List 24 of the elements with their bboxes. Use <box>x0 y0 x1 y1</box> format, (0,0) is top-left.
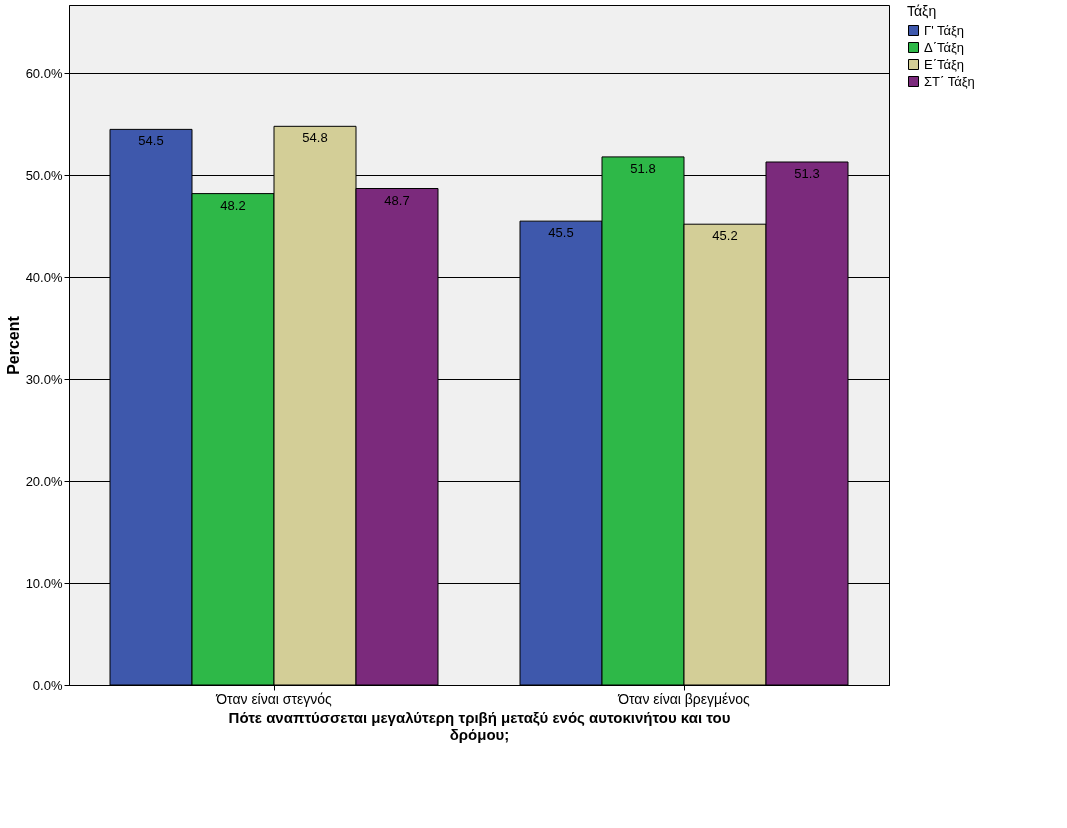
y-tick-label: 60.0% <box>25 65 63 81</box>
data-label: 48.7 <box>384 192 410 208</box>
y-tick-label: 0.0% <box>32 677 63 693</box>
x-tick-label: Όταν είναι στεγνός <box>215 690 333 707</box>
y-tick-label: 50.0% <box>25 167 63 183</box>
y-tick-label: 20.0% <box>25 473 63 489</box>
legend-title: Τάξη <box>907 3 937 19</box>
y-tick-label: 40.0% <box>25 269 63 285</box>
x-axis-title: Πότε αναπτύσσεται μεγαλύτερη τριβή μεταξύ ενός αυτοκινήτου και του δρόμου; <box>228 708 731 743</box>
legend-label: ΣΤ΄ Τάξη <box>924 73 975 89</box>
legend-label: Ε΄Τάξη <box>924 56 965 72</box>
y-tick-label: 30.0% <box>25 371 63 387</box>
data-label: 45.2 <box>712 228 738 244</box>
data-label: 51.8 <box>630 160 656 176</box>
data-label: 54.5 <box>138 133 164 149</box>
legend-label: Γ' Τάξη <box>924 22 965 38</box>
data-label: 54.8 <box>302 130 328 146</box>
legend-label: Δ΄Τάξη <box>924 39 965 55</box>
y-tick-label: 10.0% <box>25 575 63 591</box>
x-tick-label: Όταν είναι βρεγμένος <box>617 690 751 707</box>
y-axis-title: Percent <box>4 315 22 375</box>
data-label: 51.3 <box>794 166 820 181</box>
data-label: 45.5 <box>548 225 574 241</box>
data-label: 48.2 <box>220 197 246 213</box>
